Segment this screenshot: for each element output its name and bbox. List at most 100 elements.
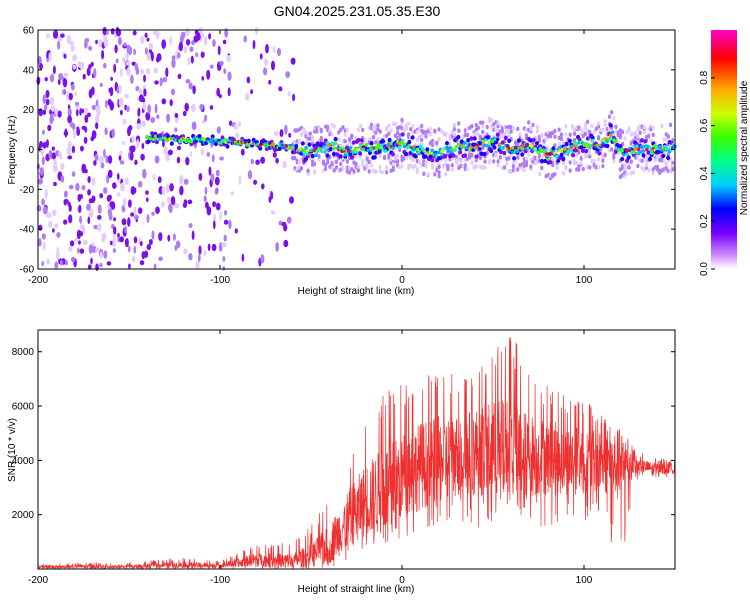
heatmap-cell [188, 252, 193, 261]
heatmap-cell [163, 146, 168, 155]
heatmap-cell [127, 245, 131, 253]
heatmap-cell [389, 141, 394, 146]
heatmap-cell [43, 104, 48, 111]
heatmap-cell [621, 129, 625, 135]
heatmap-cell [83, 136, 88, 144]
heatmap-cell [669, 122, 673, 128]
heatmap-cell [68, 184, 74, 190]
heatmap-cell [543, 158, 548, 164]
heatmap-cell [106, 261, 112, 266]
heatmap-cell [121, 140, 126, 146]
heatmap-cell [345, 159, 349, 164]
heatmap-cell [161, 139, 165, 148]
heatmap-cell [260, 183, 265, 190]
heatmap-cell [187, 199, 193, 205]
y-tick-label: 20 [23, 105, 35, 116]
heatmap-cell [391, 167, 395, 172]
heatmap-cell [535, 141, 539, 146]
heatmap-cell [400, 164, 404, 169]
heatmap-cell [161, 98, 167, 105]
heatmap-cell [136, 123, 141, 130]
heatmap-cell [95, 39, 98, 45]
heatmap-cell [496, 159, 500, 164]
heatmap-cell [122, 57, 126, 64]
heatmap-cell [424, 160, 428, 166]
heatmap-cell [498, 123, 502, 128]
heatmap-cell [639, 138, 644, 143]
heatmap-cell [396, 159, 400, 164]
heatmap-cell [297, 138, 301, 144]
heatmap-cell [116, 192, 121, 197]
heatmap-cell [71, 145, 76, 154]
heatmap-cell [623, 136, 627, 141]
heatmap-cell [91, 104, 97, 111]
heatmap-cell [174, 127, 178, 133]
heatmap-cell [317, 154, 321, 159]
heatmap-cell [411, 157, 415, 163]
heatmap-cell [387, 153, 391, 158]
heatmap-cell [466, 138, 471, 143]
heatmap-cell [200, 31, 205, 38]
heatmap-cell [127, 217, 131, 227]
heatmap-cell [133, 236, 138, 244]
heatmap-cell [97, 204, 102, 214]
heatmap-cell [562, 140, 566, 145]
heatmap-cell [463, 153, 467, 158]
heatmap-cell [528, 138, 533, 143]
heatmap-cell [275, 157, 279, 164]
heatmap-cell [393, 146, 397, 151]
heatmap-cell [538, 138, 542, 143]
heatmap-cell [368, 150, 372, 156]
heatmap-cell [222, 39, 227, 45]
heatmap-cell [581, 133, 585, 139]
heatmap-cell [531, 141, 535, 146]
heatmap-cell [365, 164, 369, 169]
heatmap-cell [137, 207, 143, 214]
heatmap-cell [317, 125, 321, 130]
heatmap-cell [376, 127, 380, 132]
heatmap-cell [339, 161, 343, 167]
heatmap-cell [118, 155, 122, 161]
heatmap-cell [603, 153, 607, 158]
heatmap-cell [99, 155, 104, 164]
heatmap-cell [372, 134, 376, 140]
heatmap-cell [87, 264, 92, 270]
heatmap-cell [224, 27, 229, 38]
heatmap-cell [376, 143, 381, 147]
heatmap-cell [651, 171, 655, 176]
heatmap-cell [425, 147, 430, 152]
heatmap-cell [586, 119, 590, 125]
heatmap-cell [146, 52, 151, 61]
heatmap-cell [641, 153, 646, 158]
heatmap-cell [155, 206, 160, 214]
heatmap-cell [46, 33, 50, 39]
heatmap-cell [494, 152, 498, 157]
colorbar-ticks: 0.0 0.2 0.4 0.6 0.8 [699, 70, 715, 276]
heatmap-cell [315, 149, 320, 154]
heatmap-cell [130, 74, 134, 84]
heatmap-cell [41, 233, 46, 240]
heatmap-cell [597, 121, 601, 126]
heatmap-cell [165, 67, 169, 78]
heatmap-cell [452, 132, 456, 137]
heatmap-cell [631, 170, 636, 175]
heatmap-cell [343, 132, 347, 137]
heatmap-cell [428, 154, 433, 158]
heatmap-cell [112, 237, 116, 248]
heatmap-cell [304, 140, 308, 146]
heatmap-cell [87, 216, 91, 225]
heatmap-cell [568, 160, 572, 165]
heatmap-cell [55, 108, 59, 118]
heatmap-cell [520, 165, 524, 171]
heatmap-cell [407, 121, 411, 126]
heatmap-cell [199, 103, 204, 111]
heatmap-cell [631, 150, 636, 155]
heatmap-cell [516, 155, 520, 160]
heatmap-cell [160, 201, 165, 208]
heatmap-cell [277, 146, 282, 151]
heatmap-cell [91, 177, 96, 186]
heatmap-cell [597, 151, 602, 156]
heatmap-cell [469, 136, 474, 141]
heatmap-cell [531, 122, 535, 128]
heatmap-cell [217, 45, 221, 56]
